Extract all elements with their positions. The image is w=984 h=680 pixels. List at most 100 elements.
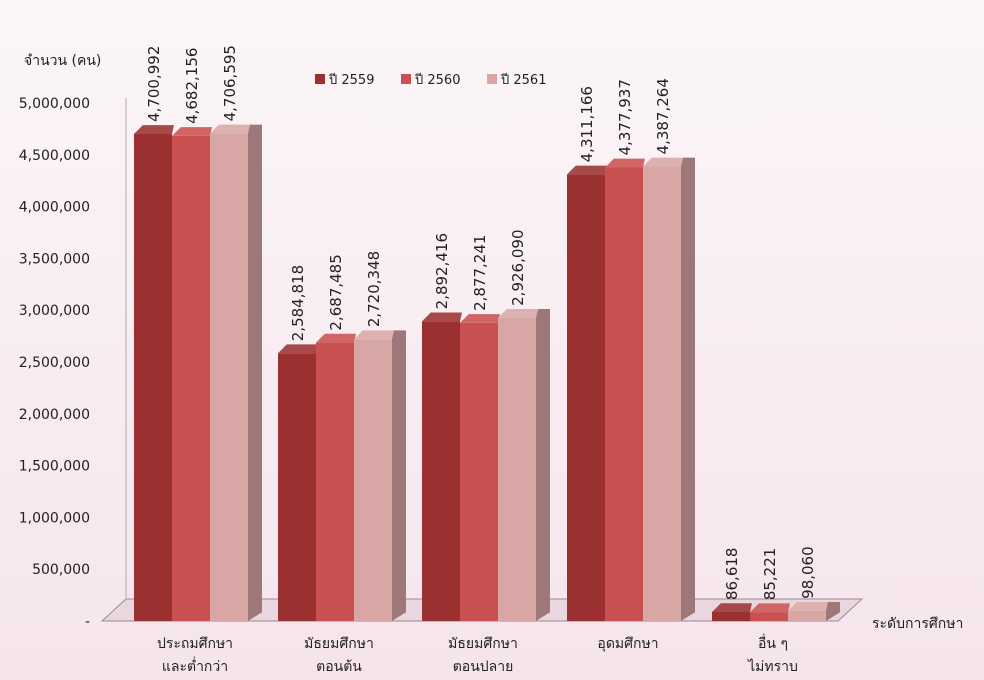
bar — [643, 157, 695, 622]
data-label: 2,926,090 — [509, 230, 527, 306]
legend-swatch — [487, 74, 497, 84]
bar-front — [278, 353, 316, 621]
bar-front — [354, 339, 392, 621]
bar — [278, 344, 318, 621]
bar-top — [172, 127, 212, 136]
bar-front — [788, 610, 826, 621]
x-axis-label: ระดับการศึกษา — [872, 616, 963, 632]
bar — [605, 158, 645, 621]
bar — [210, 124, 262, 622]
y-tick-label: 5,000,000 — [19, 96, 90, 112]
data-label: 4,700,992 — [145, 46, 163, 122]
data-label: 85,221 — [761, 548, 779, 601]
bar-front — [750, 612, 788, 621]
bar-side — [392, 330, 406, 621]
legend-label: ปี 2560 — [414, 72, 460, 88]
bar-side — [681, 157, 695, 621]
y-tick-label: 4,500,000 — [19, 148, 90, 164]
bars — [134, 124, 840, 622]
bar — [316, 333, 356, 621]
y-tick-label: 1,500,000 — [19, 459, 90, 475]
category-label: ตอนปลาย — [453, 659, 514, 675]
category-label: อื่น ๆ — [758, 634, 788, 652]
bar — [354, 330, 406, 621]
data-label: 98,060 — [799, 546, 817, 599]
bar — [172, 127, 212, 621]
bar-top — [498, 309, 538, 318]
category-label: มัธยมศึกษา — [304, 636, 374, 652]
legend-item: ปี 2560 — [401, 72, 460, 88]
bar-top — [750, 603, 790, 613]
bar-top — [354, 330, 394, 340]
bar — [567, 165, 607, 621]
bar-front — [567, 174, 605, 621]
y-tick-label: 2,000,000 — [19, 407, 90, 423]
bar-side — [536, 309, 550, 621]
data-label: 4,682,156 — [183, 48, 201, 124]
bar-top — [278, 344, 318, 354]
data-label: 4,706,595 — [221, 45, 239, 121]
bar-front — [605, 167, 643, 621]
bar-front — [172, 135, 210, 621]
y-tick-label: 2,500,000 — [19, 355, 90, 371]
bar-front — [712, 612, 750, 621]
bar-top — [316, 333, 356, 343]
bar — [498, 309, 550, 621]
bar-top — [643, 157, 683, 167]
legend-swatch — [315, 74, 325, 84]
legend-item: ปี 2559 — [315, 72, 374, 88]
bar-top — [712, 603, 752, 613]
y-tick-label: 3,000,000 — [19, 303, 90, 319]
bar-top — [605, 158, 645, 168]
data-label: 2,892,416 — [433, 233, 451, 309]
bar-front — [643, 166, 681, 622]
y-tick-label: 500,000 — [32, 562, 90, 578]
data-label: 2,720,348 — [365, 251, 383, 327]
bar-front — [460, 322, 498, 621]
bar — [712, 603, 752, 621]
legend-label: ปี 2561 — [500, 72, 546, 88]
bar-front — [316, 342, 354, 621]
bar — [460, 314, 500, 621]
bar — [134, 125, 174, 621]
data-label: 2,584,818 — [289, 265, 307, 341]
bar-top — [567, 165, 607, 175]
legend: ปี 2559 ปี 2560 ปี 2561 — [315, 72, 546, 88]
bar — [750, 603, 790, 621]
data-label: 4,311,166 — [578, 86, 596, 162]
bar-top — [460, 314, 500, 323]
bar-front — [498, 317, 536, 621]
category-label: ไม่ทราบ — [747, 658, 798, 675]
y-axis-label: จำนวน (คน) — [24, 53, 101, 69]
bar-front — [210, 133, 248, 621]
category-label: ตอนต้น — [316, 659, 362, 675]
data-label: 2,877,241 — [471, 235, 489, 311]
bar-side — [826, 602, 840, 621]
data-label: 2,687,485 — [327, 254, 345, 330]
bar-top — [134, 125, 174, 134]
data-label: 4,377,937 — [616, 79, 634, 155]
y-tick-label: - — [85, 614, 90, 630]
y-tick-label: 3,500,000 — [19, 251, 90, 267]
bar — [788, 602, 840, 621]
category-label: ประถมศึกษา — [157, 636, 233, 652]
legend-swatch — [401, 74, 411, 84]
bar-top — [210, 124, 250, 134]
bar-top — [422, 312, 462, 322]
category-label: อุดมศึกษา — [597, 636, 658, 652]
bar-side — [248, 124, 262, 622]
bar-front — [134, 133, 172, 621]
category-label: และต่ำกว่า — [162, 657, 228, 675]
bar-front — [422, 321, 460, 621]
data-label: 4,387,264 — [654, 78, 672, 154]
data-labels: 4,700,992 4,682,156 4,706,595 2,584,818 2,68… — [145, 45, 817, 600]
y-tick-label: 1,000,000 — [19, 510, 90, 526]
bar — [422, 312, 462, 621]
data-label: 86,618 — [723, 548, 741, 601]
category-label: มัธยมศึกษา — [448, 636, 518, 652]
y-tick-label: 4,000,000 — [19, 200, 90, 216]
legend-label: ปี 2559 — [328, 72, 374, 88]
legend-item: ปี 2561 — [487, 72, 546, 88]
bar-top — [788, 602, 828, 611]
